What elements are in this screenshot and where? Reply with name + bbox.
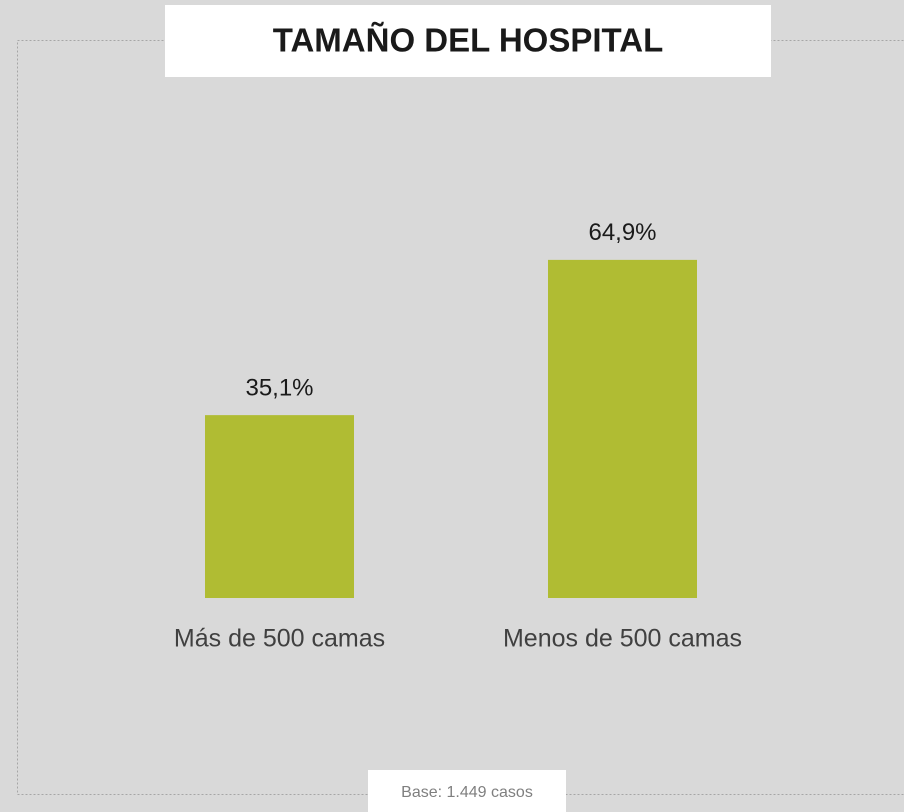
category-label: Menos de 500 camas [503, 625, 742, 653]
chart-title: TAMAÑO DEL HOSPITAL [273, 22, 664, 59]
category-label: Más de 500 camas [174, 625, 385, 653]
footnote: Base: 1.449 casos [401, 784, 533, 801]
bar [548, 259, 697, 598]
value-label: 64,9% [588, 219, 656, 246]
footnote-box [368, 770, 566, 812]
bar [205, 415, 354, 598]
title-box [165, 5, 771, 77]
value-label: 35,1% [245, 374, 313, 401]
